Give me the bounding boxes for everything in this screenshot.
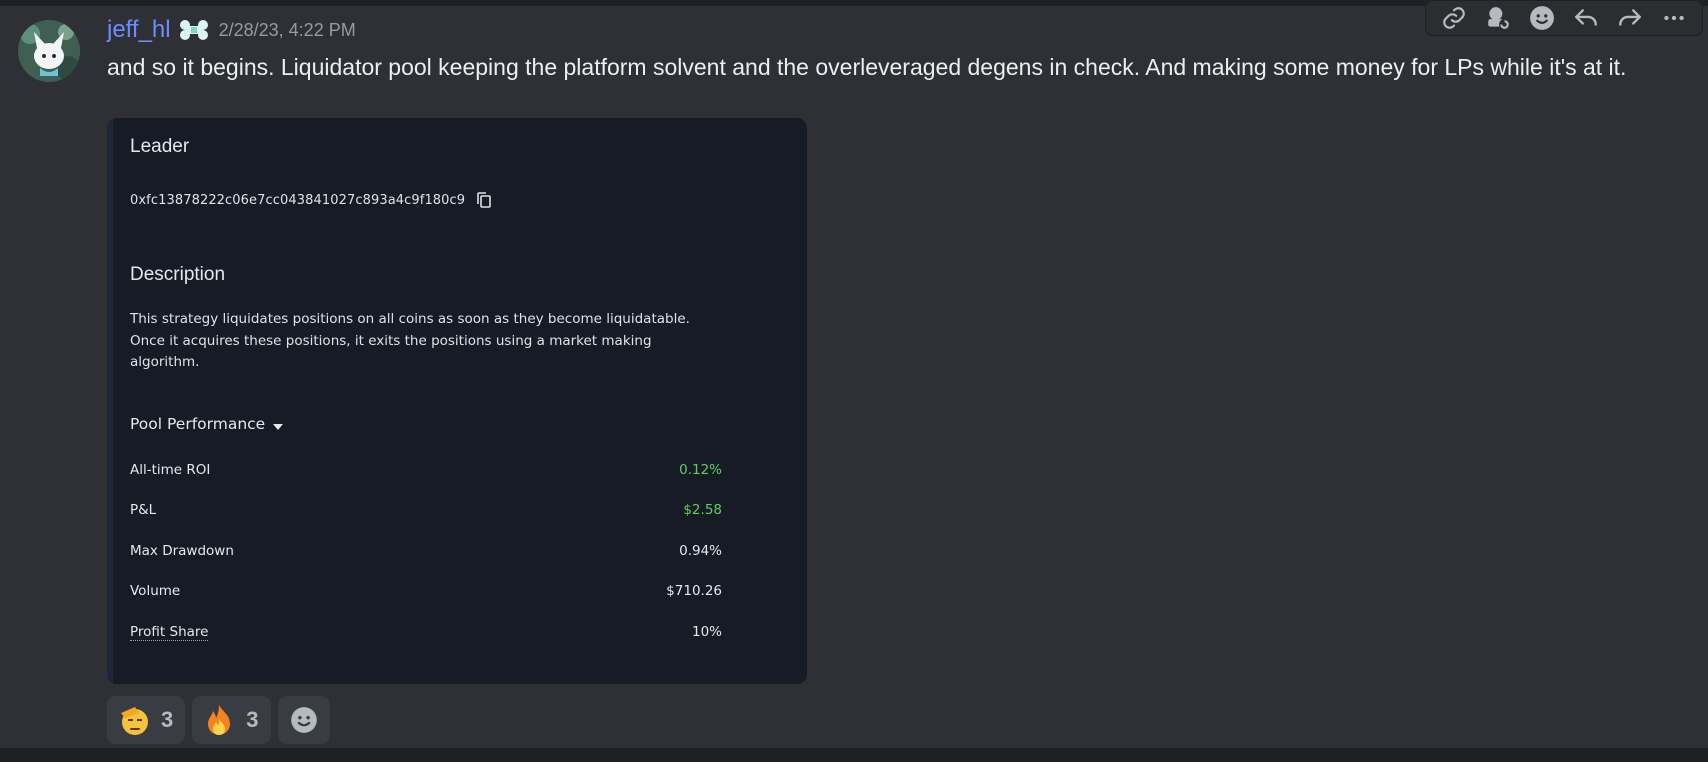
avatar[interactable] [18,20,80,82]
stat-row-roi: All-time ROI 0.12% [130,459,722,481]
stat-value: $2.58 [683,502,722,518]
leader-title: Leader [130,136,189,158]
pool-performance-header: Pool Performance [130,415,285,433]
pool-performance-title: Pool Performance [130,415,265,433]
link-icon[interactable] [1437,3,1471,33]
stat-value: 0.12% [679,462,722,478]
reaction-fire[interactable]: 3 [192,696,270,744]
reactions-bar: 3 3 [107,696,330,744]
stat-label: Profit Share [130,624,208,641]
stat-label: P&L [130,502,156,518]
reply-icon[interactable] [1569,3,1603,33]
copy-icon [475,191,493,209]
embed-image[interactable]: Leader 0xfc13878222c06e7cc043841027c893a… [107,118,807,684]
stat-value: $710.26 [666,583,722,599]
more-icon[interactable] [1657,3,1691,33]
address-row: 0xfc13878222c06e7cc043841027c893a4c9f180… [130,191,493,209]
bottom-divider [0,748,1708,762]
stat-label: All-time ROI [130,462,210,478]
message-text: and so it begins. Liquidator pool keepin… [107,50,1677,85]
forward-icon[interactable] [1613,3,1647,33]
stat-label: Volume [130,583,180,599]
message-toolbar [1425,0,1703,36]
description-text: This strategy liquidates positions on al… [130,309,690,374]
chat-message: jeff_hl 2/28/23, 4:22 PM [0,6,1708,748]
embed-accent-bar [107,118,113,684]
timestamp[interactable]: 2/28/23, 4:22 PM [219,20,356,41]
leader-address: 0xfc13878222c06e7cc043841027c893a4c9f180… [130,193,465,208]
stat-label: Max Drawdown [130,543,234,559]
caret-down-icon [271,419,285,429]
reaction-saluting-face[interactable]: 3 [107,696,185,744]
add-reaction-icon[interactable] [1525,3,1559,33]
stat-row-pnl: P&L $2.58 [130,499,722,521]
reaction-count: 3 [246,707,258,733]
add-reaction-icon [290,706,318,734]
thread-icon[interactable] [1481,3,1515,33]
reaction-count: 3 [161,707,173,733]
stat-row-profit-share: Profit Share 10% [130,621,722,643]
stat-row-drawdown: Max Drawdown 0.94% [130,540,722,562]
username[interactable]: jeff_hl [107,16,171,44]
stat-value: 10% [692,624,722,640]
fire-icon [202,703,236,737]
add-reaction-button[interactable] [278,696,330,744]
stat-value: 0.94% [679,543,722,559]
message-header: jeff_hl 2/28/23, 4:22 PM [107,14,356,46]
description-title: Description [130,264,225,286]
saluting-face-icon [117,703,151,737]
stat-row-volume: Volume $710.26 [130,580,722,602]
bone-icon[interactable] [179,19,209,41]
